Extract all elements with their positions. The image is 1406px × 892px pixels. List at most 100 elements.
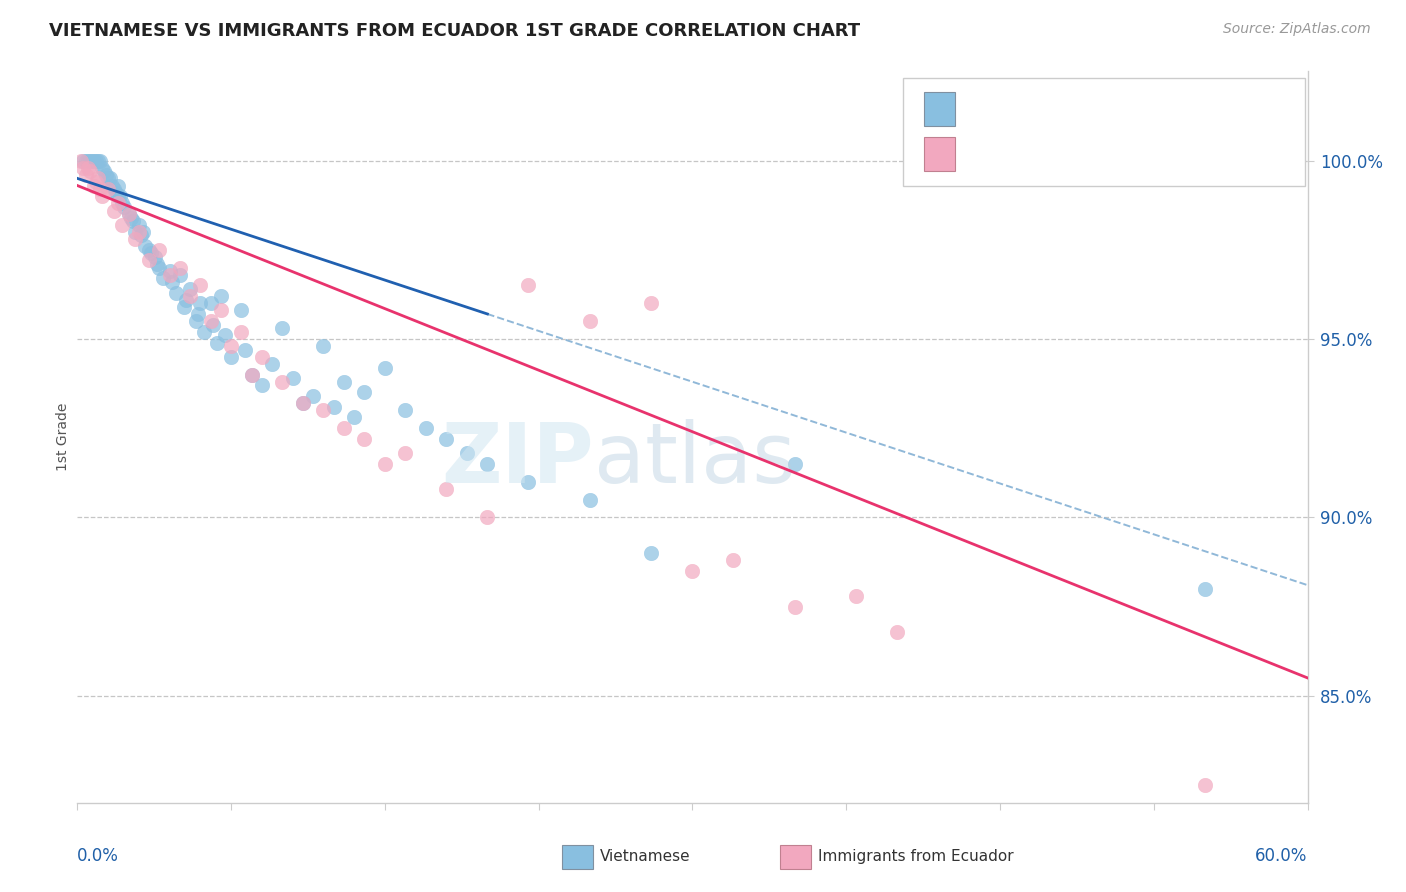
Point <box>640 546 662 560</box>
Point <box>291 396 314 410</box>
Point <box>159 264 181 278</box>
Text: Vietnamese: Vietnamese <box>600 849 690 863</box>
Point <box>179 282 201 296</box>
Point <box>517 278 540 293</box>
Point <box>89 153 111 168</box>
Point <box>219 339 242 353</box>
Point <box>103 203 125 218</box>
Point <box>141 246 163 260</box>
Point <box>723 553 745 567</box>
Point <box>72 153 94 168</box>
Point <box>83 153 105 168</box>
Point <box>250 350 273 364</box>
Y-axis label: 1st Grade: 1st Grade <box>56 403 70 471</box>
Point <box>188 296 212 310</box>
Point <box>886 624 908 639</box>
Point <box>231 325 253 339</box>
Point <box>174 293 197 307</box>
Point <box>97 171 120 186</box>
Point <box>374 457 396 471</box>
Point <box>148 243 170 257</box>
Text: -0.319: -0.319 <box>1005 100 1059 118</box>
Point <box>134 239 156 253</box>
Point <box>200 314 222 328</box>
Point <box>138 243 160 257</box>
Point <box>83 178 105 193</box>
Point <box>374 360 396 375</box>
Point <box>121 214 143 228</box>
Point <box>124 232 146 246</box>
Point <box>70 153 93 168</box>
Point <box>640 296 662 310</box>
Point <box>262 357 284 371</box>
Point <box>209 289 232 303</box>
Point <box>343 410 366 425</box>
Point <box>193 325 215 339</box>
Point <box>120 211 142 225</box>
Point <box>312 403 335 417</box>
Point <box>179 289 201 303</box>
Point <box>1194 582 1216 596</box>
Point <box>110 189 132 203</box>
Text: 47: 47 <box>1132 145 1153 163</box>
Point <box>159 268 181 282</box>
Point <box>87 171 110 186</box>
Text: 78: 78 <box>1132 100 1153 118</box>
Point <box>477 457 499 471</box>
Point <box>235 343 257 357</box>
Point <box>76 161 98 175</box>
Point <box>1194 778 1216 792</box>
Point <box>129 228 152 243</box>
Point <box>231 303 253 318</box>
Text: N =: N = <box>1092 145 1129 163</box>
Text: R =: R = <box>966 100 1002 118</box>
Point <box>188 278 212 293</box>
Point <box>76 153 98 168</box>
Point <box>240 368 263 382</box>
Point <box>783 599 806 614</box>
Point <box>682 564 704 578</box>
Point <box>152 271 174 285</box>
Point <box>201 318 224 332</box>
Point <box>87 153 110 168</box>
Point <box>107 178 129 193</box>
Point <box>138 253 160 268</box>
Point <box>128 225 150 239</box>
Point <box>173 300 195 314</box>
Point <box>169 260 191 275</box>
Point <box>353 385 375 400</box>
Point <box>436 482 458 496</box>
Point <box>312 339 335 353</box>
Point <box>94 168 117 182</box>
Point <box>105 186 128 200</box>
Point <box>333 421 356 435</box>
Point <box>250 378 273 392</box>
Point <box>783 457 806 471</box>
Point <box>114 200 136 214</box>
Point <box>79 164 101 178</box>
Point <box>456 446 478 460</box>
Point <box>75 168 97 182</box>
Point <box>240 368 263 382</box>
Point <box>84 153 107 168</box>
Point <box>117 207 139 221</box>
Point <box>111 218 134 232</box>
Point <box>143 250 166 264</box>
Point <box>209 303 232 318</box>
Point <box>579 314 602 328</box>
Point <box>103 182 125 196</box>
Point <box>101 178 124 193</box>
Point <box>97 182 120 196</box>
Point <box>98 171 121 186</box>
Text: atlas: atlas <box>595 418 796 500</box>
Text: -0.654: -0.654 <box>1005 145 1059 163</box>
Point <box>302 389 325 403</box>
Point <box>79 153 101 168</box>
Point <box>132 225 155 239</box>
Point <box>579 492 602 507</box>
Text: 60.0%: 60.0% <box>1256 847 1308 864</box>
Point <box>291 396 314 410</box>
Point <box>90 161 114 175</box>
Point <box>124 225 146 239</box>
Text: R =: R = <box>966 145 1002 163</box>
